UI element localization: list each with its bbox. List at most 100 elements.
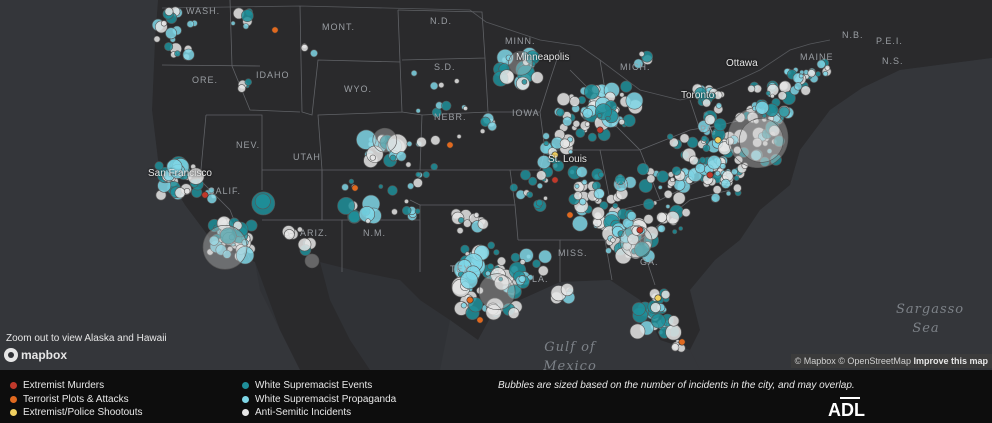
incident-bubble[interactable] <box>414 208 421 215</box>
incident-bubble[interactable] <box>638 51 645 57</box>
incident-bubble[interactable] <box>391 208 398 216</box>
incident-bubble[interactable] <box>777 91 787 101</box>
incident-bubble[interactable] <box>747 84 756 93</box>
incident-bubble[interactable] <box>633 58 644 69</box>
incident-bubble[interactable] <box>441 100 452 111</box>
incident-bubble[interactable] <box>671 343 680 352</box>
incident-bubble[interactable] <box>568 149 574 155</box>
incident-bubble[interactable] <box>164 42 174 52</box>
mapbox-logo[interactable]: mapbox <box>4 348 67 362</box>
incident-bubble[interactable] <box>463 106 468 111</box>
incident-bubble[interactable] <box>487 241 496 250</box>
incident-bubble[interactable] <box>201 191 209 199</box>
incident-bubble[interactable] <box>530 61 536 67</box>
incident-bubble[interactable] <box>456 134 462 139</box>
incident-bubble[interactable] <box>283 229 295 240</box>
incident-bubble[interactable] <box>734 112 746 123</box>
incident-bubble[interactable] <box>430 163 438 171</box>
incident-bubble[interactable] <box>665 324 682 341</box>
incident-bubble[interactable] <box>526 191 534 198</box>
incident-bubble[interactable] <box>688 155 699 166</box>
incident-bubble[interactable] <box>643 214 654 225</box>
incident-bubble[interactable] <box>807 69 816 78</box>
incident-bubble[interactable] <box>542 132 550 140</box>
incident-bubble[interactable] <box>625 91 644 110</box>
incident-bubble[interactable] <box>629 323 646 340</box>
incident-bubble[interactable] <box>166 158 183 175</box>
incident-bubble[interactable] <box>396 151 407 162</box>
incident-bubble[interactable] <box>244 78 253 86</box>
incident-bubble[interactable] <box>575 128 586 138</box>
incident-bubble[interactable] <box>701 135 708 142</box>
incident-bubble[interactable] <box>636 163 650 176</box>
incident-bubble[interactable] <box>562 116 573 127</box>
incident-bubble[interactable] <box>454 78 460 84</box>
incident-bubble[interactable] <box>569 96 581 107</box>
incident-bubble[interactable] <box>712 185 722 195</box>
incident-bubble[interactable] <box>631 302 646 316</box>
incident-bubble[interactable] <box>668 315 680 327</box>
incident-bubble[interactable] <box>755 101 770 115</box>
incident-bubble[interactable] <box>410 69 418 77</box>
incident-bubble[interactable] <box>174 187 186 199</box>
incident-bubble[interactable] <box>537 265 549 277</box>
incident-bubble[interactable] <box>672 229 678 235</box>
incident-bubble[interactable] <box>770 93 775 99</box>
incident-bubble[interactable] <box>460 302 467 309</box>
incident-bubble[interactable] <box>778 80 792 94</box>
incident-bubble[interactable] <box>337 196 356 215</box>
incident-bubble[interactable] <box>351 184 359 192</box>
incident-bubble[interactable] <box>509 183 518 192</box>
incident-bubble[interactable] <box>619 92 625 98</box>
incident-bubble[interactable] <box>618 118 625 126</box>
incident-bubble[interactable] <box>650 302 661 313</box>
incident-bubble[interactable] <box>183 188 191 195</box>
incident-bubble[interactable] <box>714 170 721 177</box>
incident-bubble[interactable] <box>695 163 706 174</box>
incident-bubble[interactable] <box>699 156 706 164</box>
incident-bubble[interactable] <box>654 294 662 302</box>
incident-bubble[interactable] <box>681 208 691 217</box>
incident-bubble[interactable] <box>815 71 821 77</box>
incident-bubble[interactable] <box>708 92 716 100</box>
incident-bubble[interactable] <box>219 227 237 245</box>
incident-bubble[interactable] <box>598 171 605 178</box>
incident-bubble[interactable] <box>519 248 534 263</box>
incident-bubble[interactable] <box>800 85 811 96</box>
incident-bubble[interactable] <box>713 118 727 132</box>
incident-bubble[interactable] <box>209 235 220 246</box>
incident-bubble[interactable] <box>532 259 541 269</box>
incident-bubble[interactable] <box>422 171 430 179</box>
incident-bubble[interactable] <box>496 256 506 266</box>
incident-bubble[interactable] <box>714 136 722 144</box>
incident-bubble[interactable] <box>657 224 666 233</box>
incident-bubble[interactable] <box>438 82 445 89</box>
incident-bubble[interactable] <box>733 175 740 181</box>
incident-bubble[interactable] <box>678 338 686 346</box>
incident-bubble[interactable] <box>186 20 195 28</box>
incident-bubble[interactable] <box>174 50 181 57</box>
incident-bubble[interactable] <box>348 210 361 224</box>
incident-bubble[interactable] <box>187 167 205 185</box>
incident-bubble[interactable] <box>242 23 249 30</box>
incident-bubble[interactable] <box>222 249 232 259</box>
incident-bubble[interactable] <box>160 20 168 27</box>
incident-bubble[interactable] <box>416 136 427 148</box>
incident-bubble[interactable] <box>378 184 384 189</box>
incident-bubble[interactable] <box>389 154 397 162</box>
incident-bubble[interactable] <box>493 249 500 256</box>
incident-bubble[interactable] <box>476 316 484 324</box>
incident-bubble[interactable] <box>666 211 680 225</box>
incident-bubble[interactable] <box>816 59 826 69</box>
incident-bubble[interactable] <box>574 183 580 189</box>
incident-bubble[interactable] <box>822 70 829 77</box>
incident-bubble[interactable] <box>824 65 831 71</box>
incident-bubble[interactable] <box>768 125 780 137</box>
incident-bubble[interactable] <box>487 263 494 270</box>
incident-bubble[interactable] <box>430 81 439 90</box>
incident-bubble[interactable] <box>446 141 454 149</box>
incident-bubble[interactable] <box>694 87 707 100</box>
incident-bubble[interactable] <box>583 84 600 100</box>
incident-bubble[interactable] <box>480 128 486 134</box>
incident-bubble[interactable] <box>519 259 526 265</box>
